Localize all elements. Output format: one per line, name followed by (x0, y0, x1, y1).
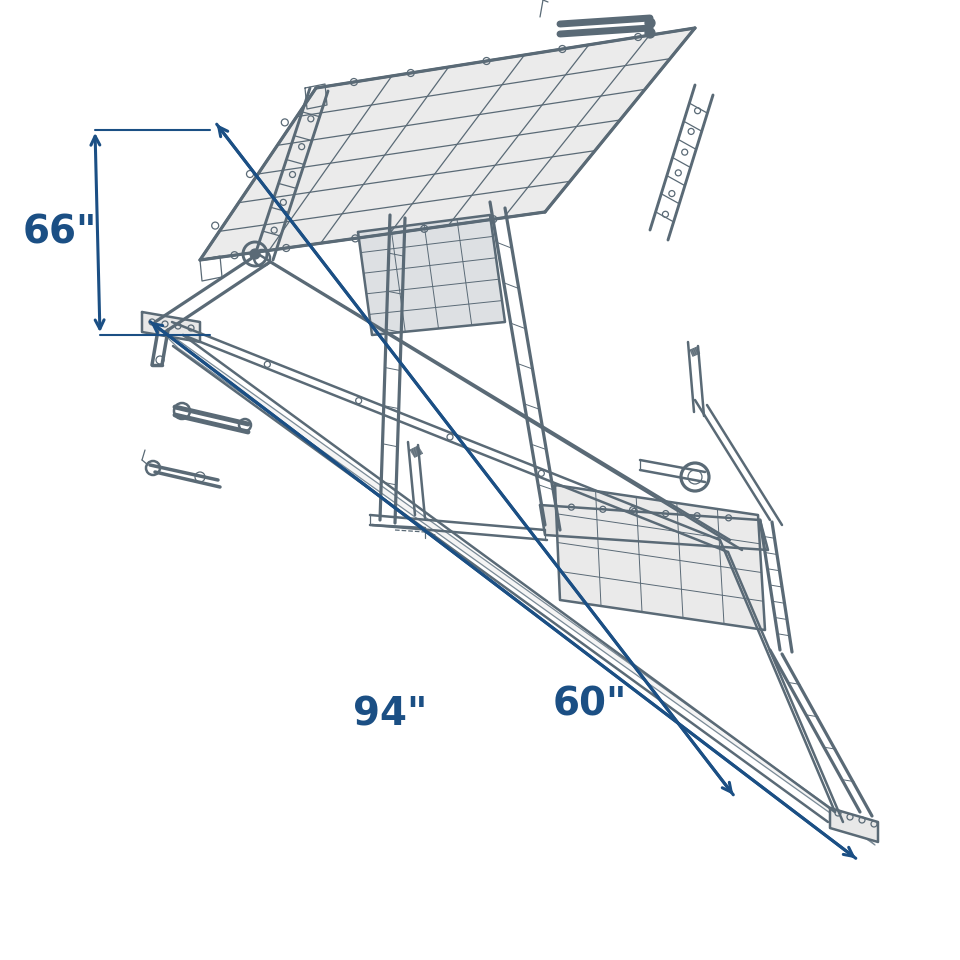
Text: 60": 60" (553, 686, 627, 724)
Polygon shape (358, 215, 505, 335)
Polygon shape (555, 485, 765, 630)
Polygon shape (150, 320, 875, 845)
Polygon shape (540, 505, 768, 550)
Polygon shape (200, 28, 695, 260)
Text: 94": 94" (353, 696, 427, 734)
Text: 66": 66" (23, 214, 97, 252)
Polygon shape (142, 312, 200, 342)
Circle shape (250, 249, 260, 259)
Circle shape (645, 18, 655, 28)
Polygon shape (830, 808, 878, 842)
Circle shape (645, 28, 655, 38)
